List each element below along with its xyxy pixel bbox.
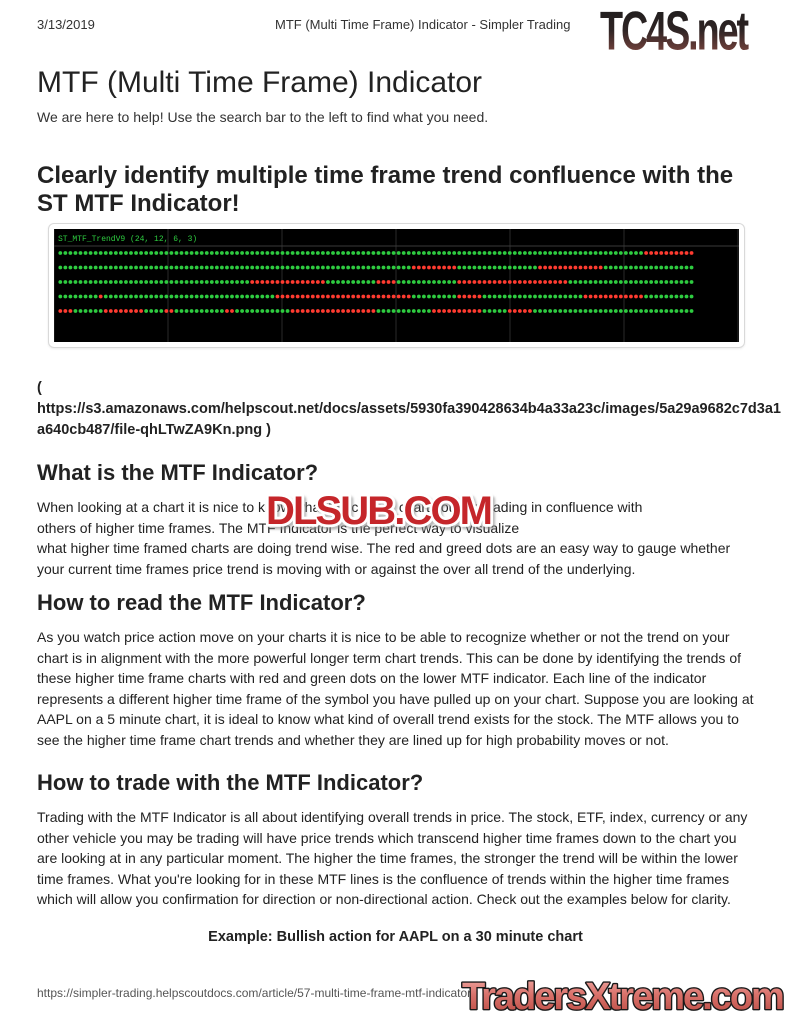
svg-text:ST_MTF_TrendV9 (24, 12, 6, 3): ST_MTF_TrendV9 (24, 12, 6, 3) [58,235,197,244]
svg-text:TradersXtreme.com: TradersXtreme.com [462,976,783,1018]
svg-text:TC4S.net: TC4S.net [600,1,749,52]
svg-text:DLSUB.COM: DLSUB.COM [266,489,491,533]
